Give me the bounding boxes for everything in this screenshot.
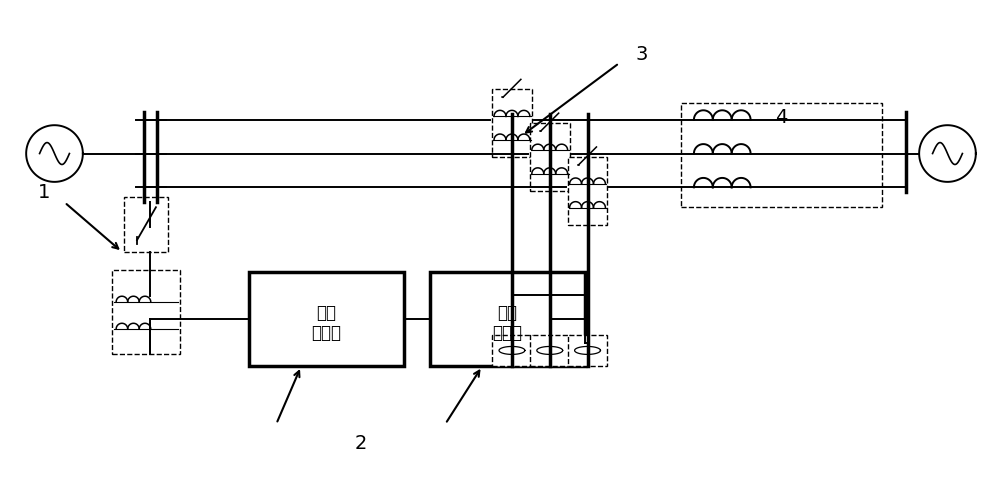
Text: 并联: 并联 xyxy=(316,304,336,322)
Bar xyxy=(568,334,607,366)
Bar xyxy=(492,334,532,366)
Bar xyxy=(530,123,570,191)
Bar xyxy=(681,103,882,207)
Text: 串联: 串联 xyxy=(497,304,517,322)
Bar xyxy=(530,334,570,366)
Text: 2: 2 xyxy=(355,434,367,453)
Text: 3: 3 xyxy=(635,45,647,64)
Bar xyxy=(568,157,607,225)
Text: 1: 1 xyxy=(38,183,51,202)
Text: 换流器: 换流器 xyxy=(311,324,341,342)
Bar xyxy=(112,270,180,354)
Bar xyxy=(492,89,532,157)
Bar xyxy=(249,272,404,366)
Bar xyxy=(124,197,168,252)
Text: 换流器: 换流器 xyxy=(492,324,522,342)
Text: 4: 4 xyxy=(775,108,788,127)
Bar xyxy=(430,272,585,366)
